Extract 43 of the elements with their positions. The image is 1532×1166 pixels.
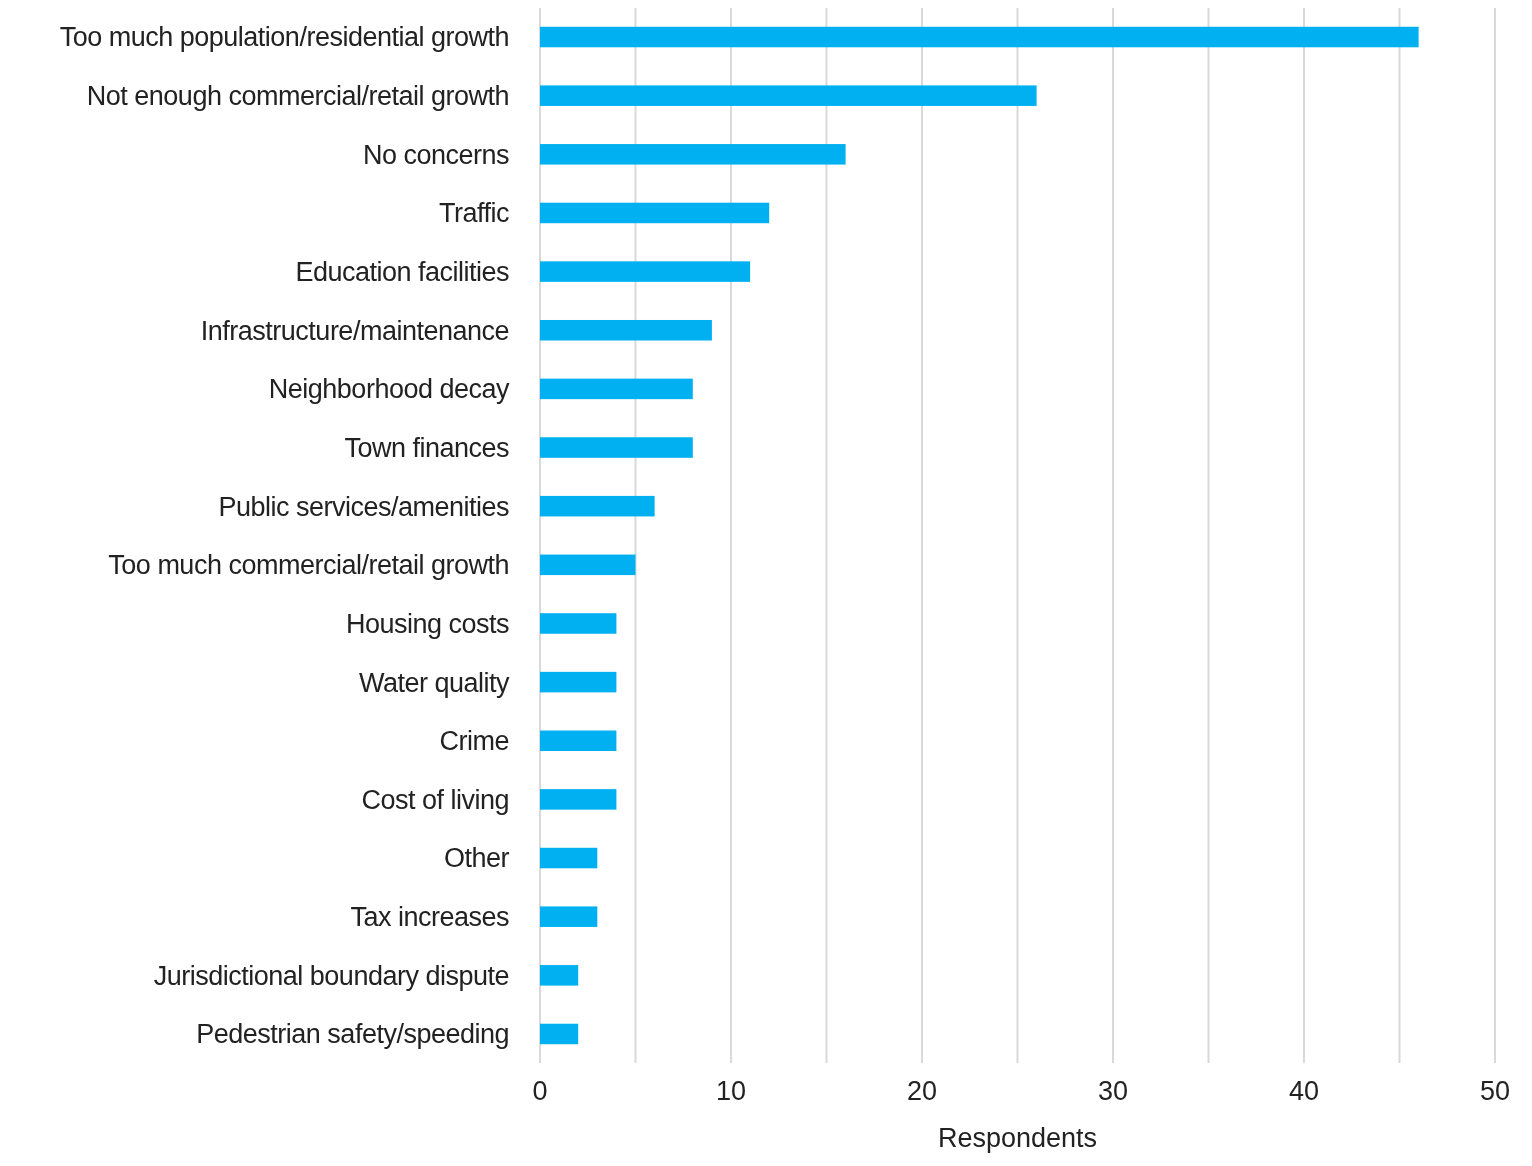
x-tick-label: 10 [715, 1076, 747, 1106]
bar [540, 965, 579, 986]
y-tick-label: Housing costs [345, 608, 509, 639]
bar [540, 495, 655, 517]
y-tick-label: No concerns [362, 139, 509, 170]
bar [540, 613, 617, 634]
bar [540, 789, 617, 810]
bar [540, 1023, 579, 1045]
y-tick-label: Town finances [344, 432, 509, 463]
y-tick-label: Traffic [438, 198, 509, 229]
bar [540, 906, 598, 927]
bar [540, 202, 770, 224]
bar [540, 85, 1037, 106]
y-tick-label: Too much commercial/retail growth [108, 550, 509, 581]
bar [540, 378, 693, 400]
bar [540, 437, 693, 458]
y-tick-label: Education facilities [295, 257, 509, 288]
y-tick-label: Pedestrian safety/speeding [196, 1019, 509, 1050]
bar [540, 671, 617, 693]
bar [540, 847, 598, 869]
y-tick-label: Public services/amenities [218, 491, 509, 522]
y-tick-label: Infrastructure/maintenance [200, 315, 509, 346]
x-tick-label: 50 [1479, 1076, 1511, 1106]
x-axis-title: Respondents [937, 1123, 1098, 1153]
bar [540, 554, 636, 576]
bar [540, 319, 712, 341]
y-tick-label: Neighborhood decay [268, 374, 510, 405]
y-tick-label: Not enough commercial/retail growth [86, 81, 509, 112]
y-tick-label: Other [443, 843, 510, 874]
y-tick-label: Cost of living [361, 784, 509, 815]
y-tick-label: Crime [439, 726, 509, 757]
y-tick-label: Jurisdictional boundary dispute [153, 960, 509, 991]
x-tick-label: 40 [1288, 1076, 1320, 1106]
bar [540, 144, 846, 165]
y-tick-label: Water quality [358, 667, 510, 698]
x-tick-label: 30 [1097, 1076, 1129, 1106]
y-tick-label: Too much population/residential growth [59, 22, 509, 53]
bar [540, 730, 617, 752]
bar [540, 26, 1419, 48]
x-tick-label: 0 [532, 1076, 548, 1106]
x-tick-label: 20 [906, 1076, 938, 1106]
y-tick-label: Tax increases [350, 902, 509, 933]
bar [540, 261, 751, 282]
